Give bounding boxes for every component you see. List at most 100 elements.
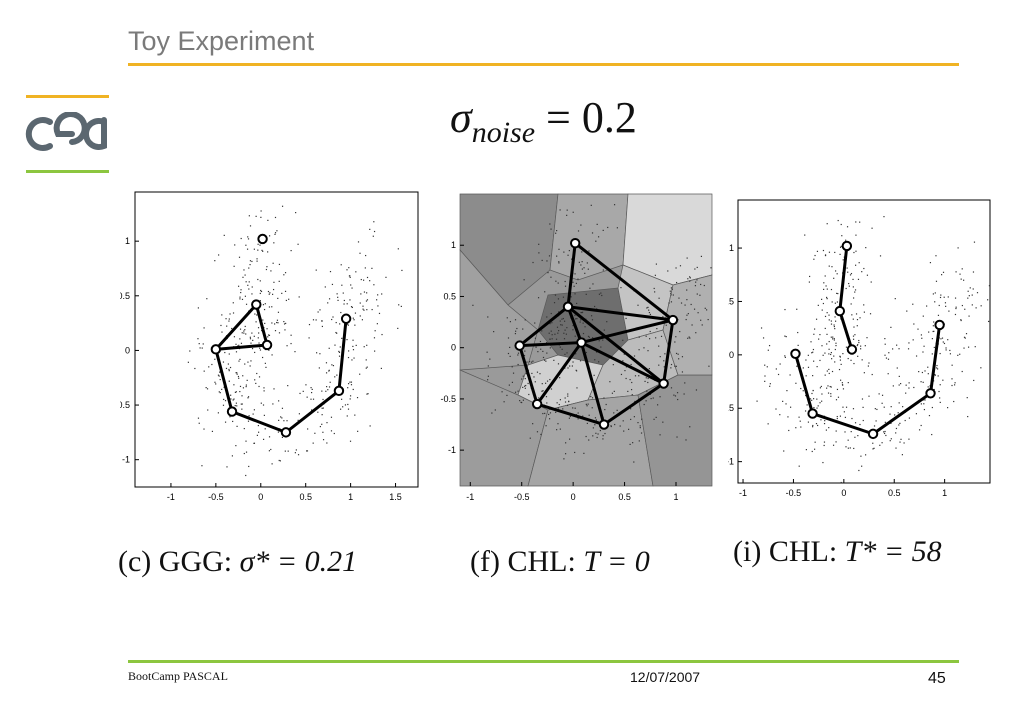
- noise-point: [637, 422, 639, 424]
- noise-point: [263, 387, 265, 389]
- noise-point: [881, 402, 883, 404]
- noise-point: [566, 214, 568, 216]
- noise-point: [197, 338, 199, 340]
- noise-point: [232, 302, 234, 304]
- noise-point: [850, 272, 853, 275]
- noise-point: [284, 329, 286, 331]
- noise-point: [814, 441, 816, 443]
- noise-point: [852, 338, 855, 340]
- noise-point: [274, 216, 277, 219]
- noise-point: [884, 421, 886, 423]
- noise-point: [905, 384, 907, 386]
- noise-point: [812, 351, 814, 353]
- noise-point: [219, 371, 221, 373]
- noise-point: [602, 435, 604, 437]
- noise-point: [562, 408, 564, 410]
- noise-point: [861, 465, 863, 467]
- noise-point: [603, 329, 605, 331]
- noise-point: [947, 407, 949, 409]
- noise-point: [824, 327, 826, 330]
- noise-point: [381, 293, 383, 295]
- noise-point: [695, 332, 697, 334]
- noise-point: [811, 399, 813, 401]
- noise-point: [329, 270, 332, 273]
- noise-point: [898, 424, 900, 426]
- noise-point: [283, 323, 286, 325]
- noise-point: [548, 413, 550, 416]
- noise-point: [281, 417, 283, 419]
- noise-point: [537, 351, 539, 353]
- noise-point: [325, 372, 328, 374]
- noise-point: [987, 320, 990, 323]
- noise-point: [257, 327, 260, 329]
- noise-point: [835, 342, 837, 344]
- noise-point: [373, 337, 376, 339]
- noise-point: [604, 408, 606, 411]
- noise-point: [251, 260, 253, 263]
- noise-point: [579, 321, 581, 323]
- x-tick-label: 0: [841, 488, 846, 498]
- noise-point: [581, 251, 583, 253]
- noise-point: [927, 386, 929, 388]
- noise-point: [288, 298, 290, 300]
- noise-point: [854, 436, 856, 438]
- noise-point: [941, 274, 943, 276]
- noise-point: [223, 398, 225, 401]
- graph-edge: [579, 341, 606, 427]
- noise-point: [567, 254, 569, 256]
- noise-point: [355, 344, 357, 347]
- noise-point: [310, 391, 313, 394]
- noise-point: [681, 371, 684, 373]
- noise-point: [524, 387, 526, 389]
- noise-point: [535, 346, 537, 348]
- noise-point: [317, 411, 319, 413]
- noise-point: [622, 339, 624, 341]
- noise-point: [866, 337, 868, 339]
- noise-point: [369, 280, 371, 282]
- noise-point: [588, 336, 590, 338]
- noise-point: [238, 256, 241, 258]
- noise-point: [638, 349, 640, 351]
- noise-point: [236, 405, 238, 407]
- noise-point: [238, 344, 240, 346]
- noise-point: [885, 357, 888, 359]
- noise-point: [820, 419, 822, 421]
- noise-point: [278, 400, 280, 402]
- noise-point: [524, 350, 526, 352]
- y-tick-label: 0.5: [120, 291, 130, 301]
- noise-point: [312, 319, 315, 321]
- noise-point: [590, 204, 592, 206]
- noise-point: [934, 374, 937, 376]
- noise-point: [256, 314, 258, 316]
- noise-point: [852, 318, 854, 320]
- graph-node: [257, 233, 268, 245]
- noise-point: [951, 364, 953, 366]
- noise-point: [623, 353, 625, 355]
- noise-point: [826, 296, 828, 299]
- noise-point: [839, 415, 842, 417]
- noise-point: [237, 375, 240, 378]
- noise-point: [273, 281, 275, 283]
- noise-point: [555, 280, 557, 282]
- noise-point: [603, 397, 605, 399]
- noise-point: [577, 412, 579, 414]
- noise-point: [220, 324, 222, 327]
- noise-point: [836, 292, 838, 294]
- noise-point: [311, 388, 313, 390]
- noise-point: [811, 450, 813, 453]
- noise-point: [525, 373, 527, 375]
- noise-point: [563, 338, 566, 340]
- noise-point: [974, 346, 976, 348]
- noise-point: [230, 394, 232, 396]
- noise-point: [809, 275, 811, 278]
- noise-point: [972, 271, 975, 273]
- noise-point: [240, 289, 242, 291]
- noise-point: [262, 404, 265, 406]
- noise-point: [231, 455, 234, 457]
- noise-point: [900, 382, 902, 385]
- noise-point: [561, 318, 563, 320]
- graph-edge: [518, 344, 539, 406]
- noise-point: [223, 386, 225, 388]
- noise-point: [247, 420, 250, 422]
- x-tick-label: -1: [739, 488, 747, 498]
